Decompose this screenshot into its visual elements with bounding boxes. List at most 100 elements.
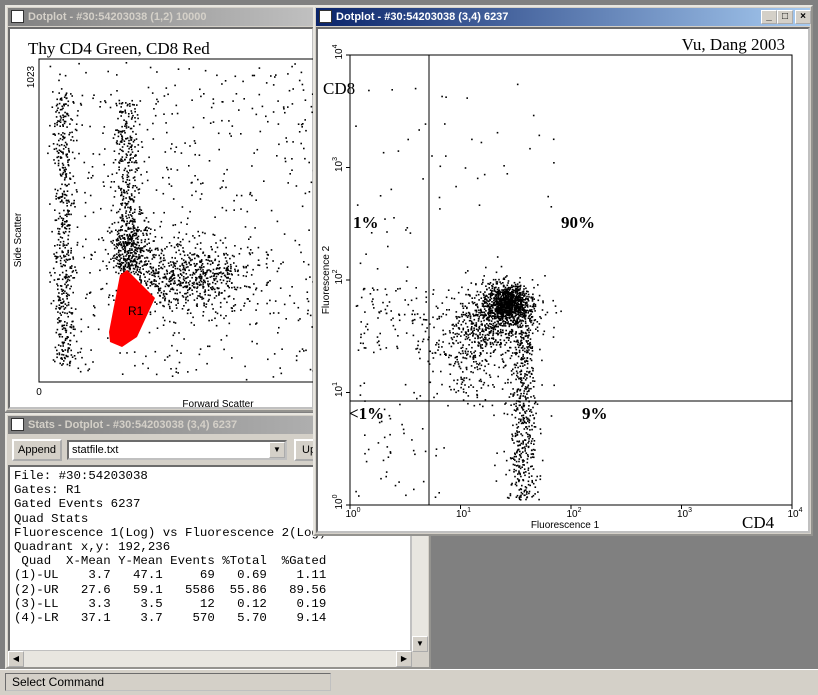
event-dot — [523, 294, 526, 297]
event-dot — [189, 287, 192, 290]
event-dot — [69, 224, 71, 226]
event-dot — [459, 302, 462, 305]
event-dot — [65, 103, 67, 105]
event-dot — [530, 309, 533, 311]
event-dot — [127, 252, 130, 254]
event-dot — [490, 291, 493, 293]
event-dot — [62, 217, 65, 220]
event-dot — [179, 269, 182, 272]
event-dot — [471, 322, 473, 324]
event-dot — [136, 104, 138, 106]
event-dot — [182, 259, 185, 261]
event-dot — [191, 284, 194, 287]
event-dot — [530, 453, 533, 455]
event-dot — [526, 362, 529, 365]
event-dot — [197, 255, 199, 257]
event-dot — [403, 313, 406, 316]
event-dot — [123, 119, 125, 121]
event-dot — [526, 341, 528, 343]
event-dot — [301, 126, 303, 128]
event-dot — [469, 319, 472, 322]
event-dot — [503, 301, 505, 303]
event-dot — [191, 99, 193, 101]
event-dot — [527, 317, 530, 319]
event-dot — [547, 195, 549, 198]
file-combo[interactable]: statfile.txt ▼ — [67, 440, 287, 460]
event-dot — [526, 496, 528, 499]
event-dot — [133, 241, 135, 244]
event-dot — [507, 295, 510, 297]
event-dot — [202, 283, 204, 285]
event-dot — [489, 299, 491, 302]
event-dot — [494, 348, 497, 351]
event-dot — [170, 147, 172, 150]
minimize-button[interactable]: _ — [761, 10, 777, 24]
event-dot — [521, 434, 524, 437]
event-dot — [132, 240, 135, 242]
event-dot — [257, 264, 259, 266]
event-dot — [511, 288, 514, 291]
append-button[interactable]: Append — [12, 439, 62, 461]
event-dot — [66, 113, 69, 115]
event-dot — [52, 267, 55, 270]
event-dot — [183, 305, 185, 307]
event-dot — [76, 226, 79, 228]
event-dot — [122, 111, 124, 113]
event-dot — [136, 230, 138, 232]
event-dot — [103, 126, 106, 128]
event-dot — [127, 258, 129, 260]
title-bar[interactable]: Dotplot - #30:54203038 (1,2) 10000 — [8, 8, 314, 26]
event-dot — [305, 129, 307, 132]
event-dot — [507, 378, 509, 381]
event-dot — [521, 447, 524, 450]
event-dot — [65, 331, 67, 334]
event-dot — [215, 295, 218, 297]
event-dot — [520, 331, 523, 333]
event-dot — [67, 304, 70, 306]
event-dot — [470, 384, 472, 386]
event-dot — [506, 284, 509, 287]
title-bar[interactable]: Dotplot - #30:54203038 (3,4) 6237 — [316, 8, 810, 26]
event-dot — [452, 342, 455, 345]
event-dot — [530, 321, 532, 324]
maximize-button[interactable]: □ — [777, 10, 793, 24]
scroll-left[interactable]: ◀ — [8, 651, 24, 667]
event-dot — [490, 313, 492, 315]
event-dot — [67, 114, 70, 117]
gate-region[interactable] — [109, 270, 155, 347]
event-dot — [184, 277, 187, 280]
event-dot — [523, 307, 525, 310]
event-dot — [64, 275, 67, 278]
event-dot — [122, 219, 125, 222]
event-dot — [207, 256, 210, 259]
event-dot — [118, 249, 120, 252]
event-dot — [189, 264, 191, 266]
event-dot — [202, 285, 204, 287]
event-dot — [487, 282, 489, 285]
event-dot — [62, 243, 65, 245]
event-dot — [526, 295, 528, 298]
scroll-down[interactable]: ▼ — [412, 636, 428, 652]
event-dot — [199, 260, 201, 262]
left-plot: Thy CD4 Green, CD8 Red 1023 0 Side Scatt… — [13, 39, 315, 410]
event-dot — [170, 288, 172, 290]
event-dot — [478, 363, 480, 366]
event-dot — [483, 305, 485, 308]
event-dot — [240, 208, 242, 210]
event-dot — [523, 417, 525, 420]
event-dot — [133, 104, 135, 106]
event-dot — [480, 323, 483, 326]
event-dot — [531, 347, 533, 350]
event-dot — [516, 450, 518, 453]
close-button[interactable]: × — [795, 10, 811, 24]
stats-line: (2)-UR 27.6 59.1 5586 55.86 89.56 — [14, 582, 327, 597]
event-dot — [169, 261, 172, 263]
horizontal-scrollbar[interactable]: ◀ ▶ — [8, 651, 412, 667]
event-dot — [136, 228, 138, 231]
event-dot — [189, 274, 192, 276]
event-dot — [526, 374, 529, 376]
dropdown-arrow[interactable]: ▼ — [269, 442, 285, 458]
event-dot — [509, 309, 511, 312]
event-dot — [401, 423, 403, 426]
scroll-right[interactable]: ▶ — [396, 651, 412, 667]
